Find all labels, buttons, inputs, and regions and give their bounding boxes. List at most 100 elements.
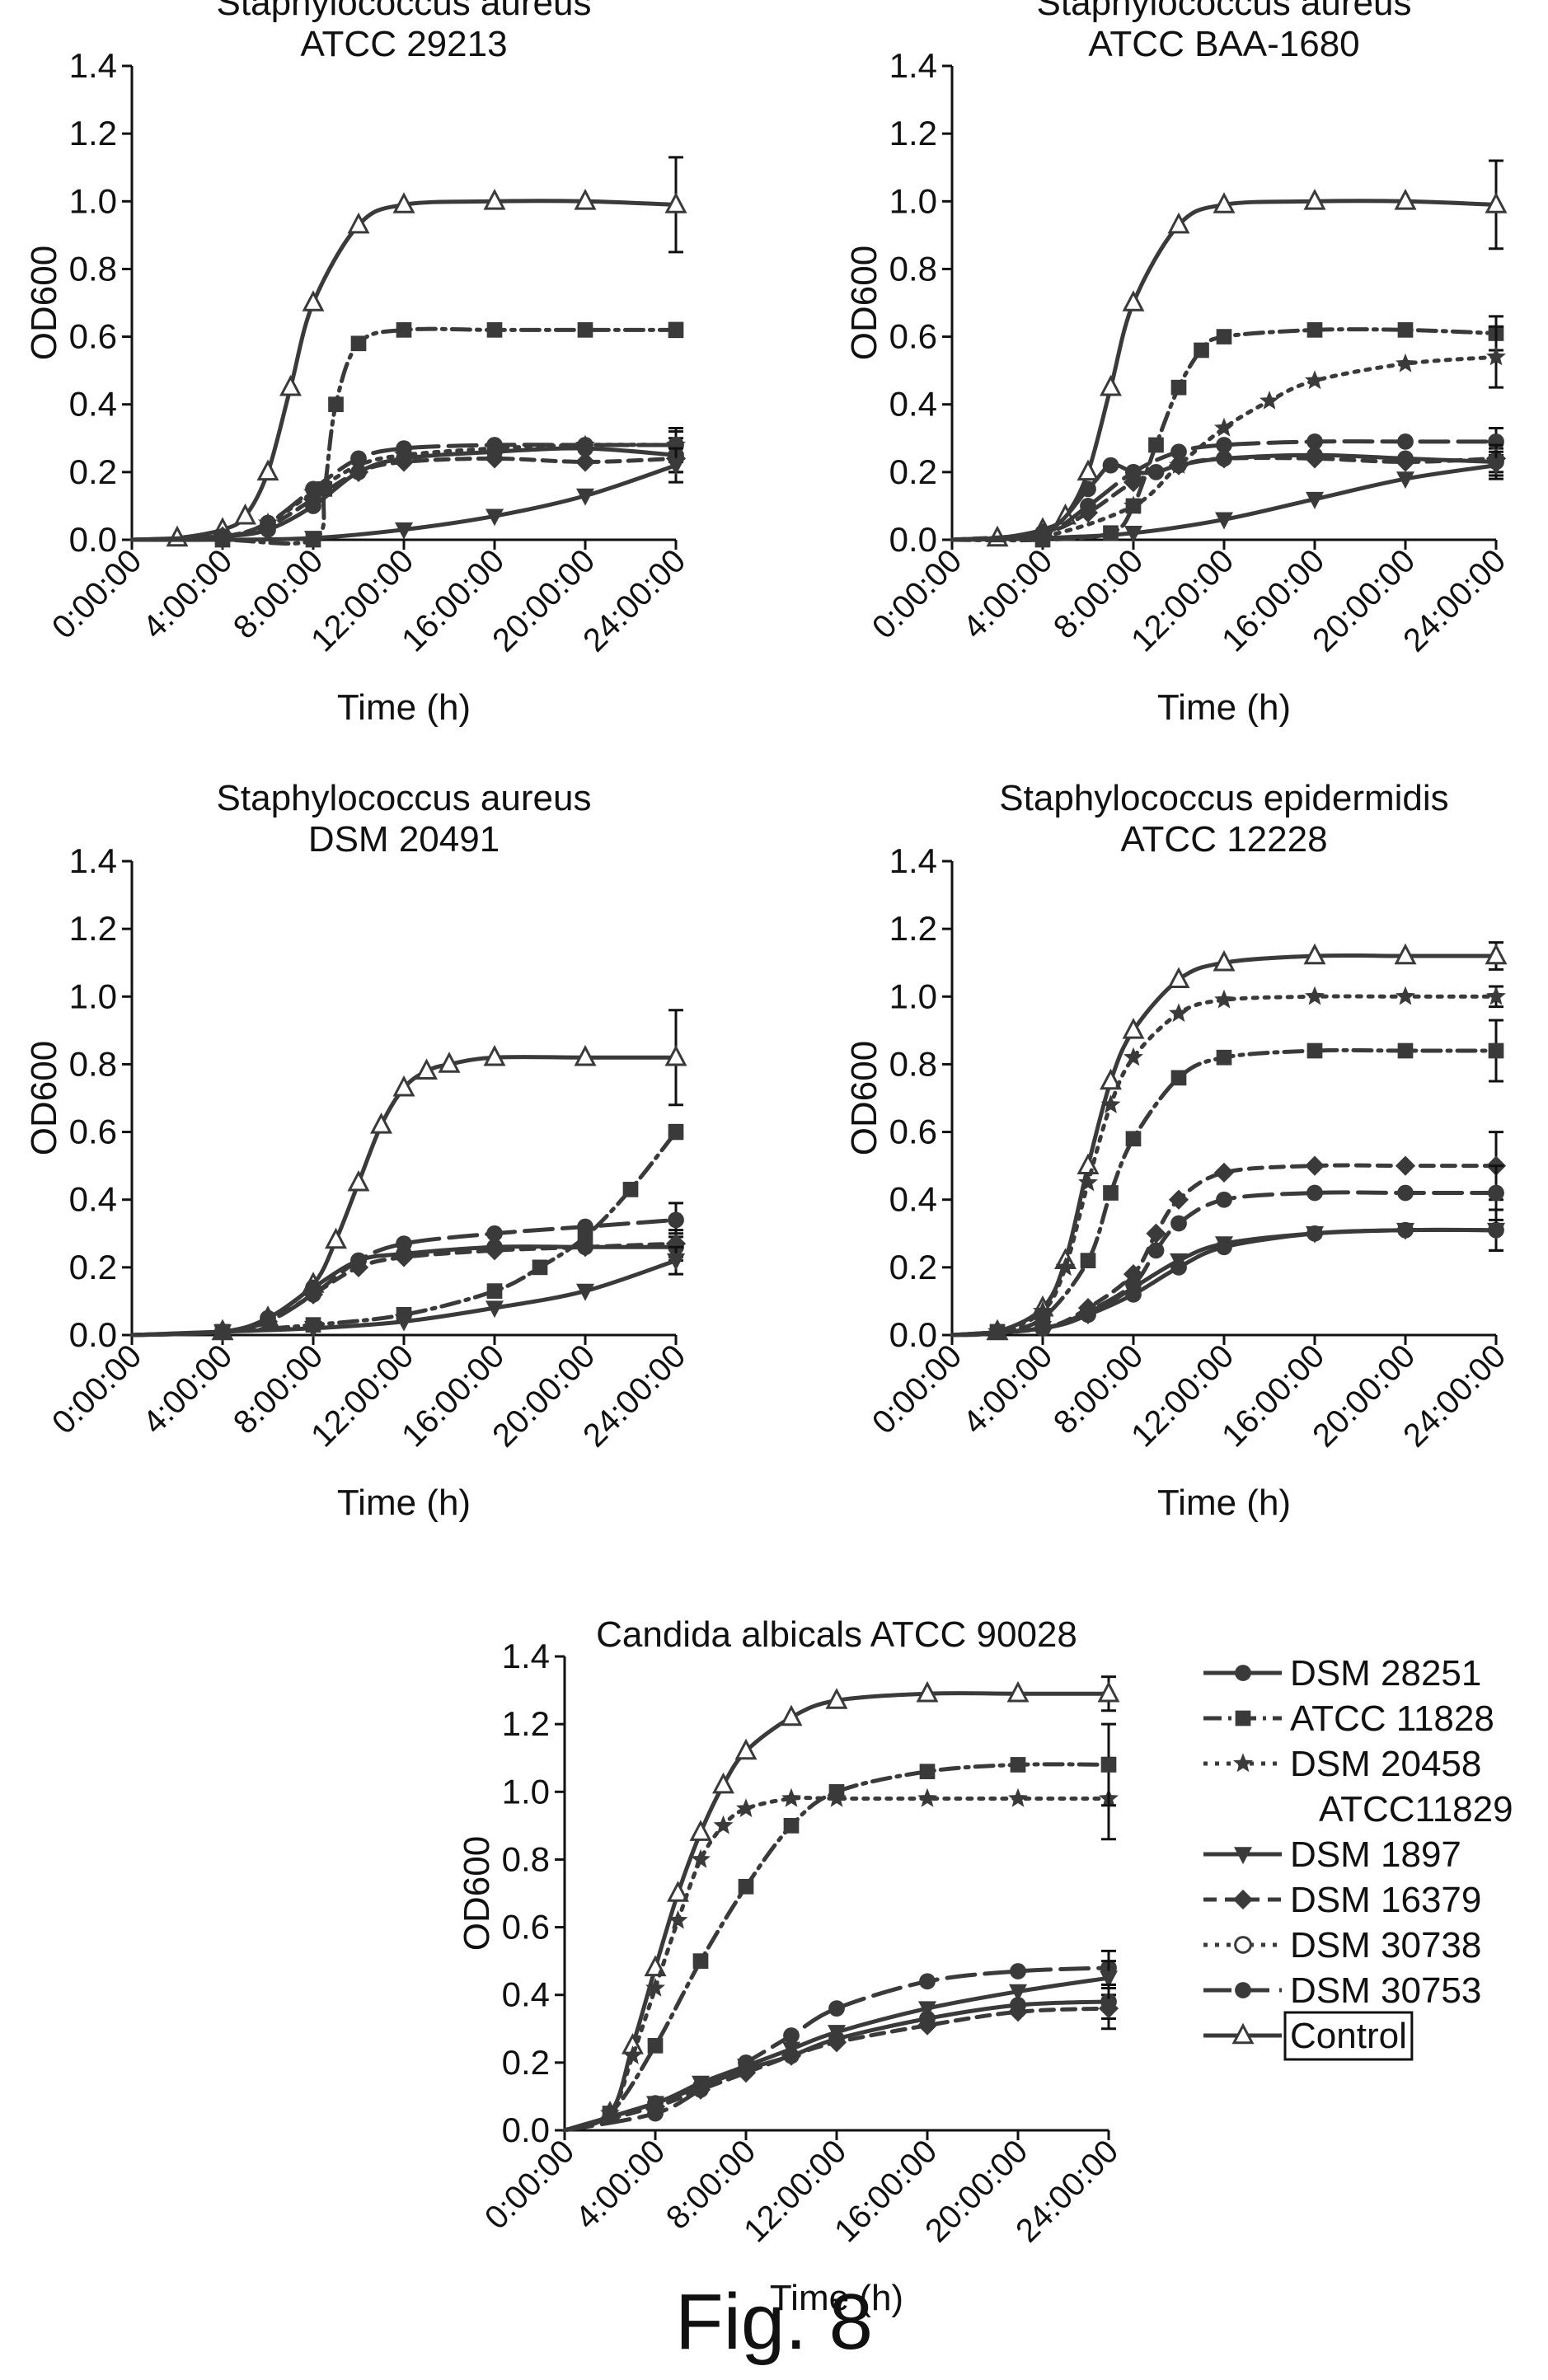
data-point [279, 374, 302, 396]
data-point [304, 1320, 322, 1338]
x-axis-label: Time (h) [337, 1483, 471, 1523]
series-dsm-30753 [950, 426, 1504, 542]
y-tick-label: 0.4 [889, 1180, 937, 1219]
data-point [1397, 1042, 1414, 1059]
data-point [257, 1311, 279, 1332]
figure-caption: Fig. 8 [675, 2278, 873, 2366]
data-point [917, 2015, 938, 2036]
data-point [1009, 1984, 1027, 2002]
data-point [780, 1704, 803, 1726]
legend-marker [1234, 1936, 1252, 1954]
data-point [1396, 471, 1414, 490]
data-point [668, 322, 684, 338]
data-point [667, 457, 685, 476]
data-point [486, 322, 503, 338]
y-tick-label: 0.6 [502, 1908, 550, 1947]
data-point [1167, 967, 1190, 989]
x-axis-label: Time (h) [770, 2278, 903, 2318]
data-point [1034, 1320, 1052, 1338]
chart-title: DSM 20491 [308, 819, 500, 860]
data-point [1123, 1047, 1143, 1066]
data-point [234, 503, 256, 525]
series-line [562, 2006, 1111, 2133]
chart-panel: Candida albicals ATCC 90028 0.0 0.2 0.4 0.6 0… [457, 1614, 1125, 2318]
series-line [129, 199, 678, 542]
series-line [950, 354, 1499, 542]
data-point [712, 1772, 734, 1794]
data-point [260, 514, 276, 532]
legend-item: DSM 1897 [1203, 1834, 1461, 1875]
data-point [690, 2079, 711, 2100]
data-point [396, 440, 412, 457]
y-tick-label: 1.0 [889, 181, 937, 220]
data-point [1487, 457, 1505, 476]
y-tick-label: 1.4 [502, 1637, 550, 1675]
y-tick-label: 1.2 [502, 1704, 550, 1743]
series-control [129, 1009, 687, 1341]
legend-marker [1232, 1889, 1254, 1910]
x-tick-label: 4:00:00 [956, 1338, 1059, 1441]
y-axis-label: OD600 [844, 246, 884, 360]
data-point [919, 1764, 936, 1779]
legend-label: DSM 20458 [1290, 1744, 1481, 1784]
legend-item: ATCC11829 [1319, 1789, 1513, 1830]
data-point [735, 2063, 757, 2083]
data-point [1078, 1172, 1098, 1192]
data-point [303, 489, 324, 509]
y-tick-label: 0.0 [889, 520, 937, 559]
data-point [1100, 1068, 1122, 1090]
y-tick-label: 0.4 [69, 1180, 117, 1219]
data-point [1396, 986, 1415, 1005]
data-point [350, 450, 367, 467]
x-tick-label: 4:00:00 [956, 542, 1059, 645]
data-point [1213, 1162, 1235, 1183]
data-point [734, 1738, 758, 1760]
series-dsm-20458 [562, 1756, 1119, 2133]
data-point [213, 1324, 232, 1342]
series-control [950, 159, 1508, 547]
x-tick-label: 4:00:00 [569, 2133, 672, 2236]
data-point [1100, 1757, 1117, 1773]
data-point [1055, 1257, 1076, 1277]
data-point [1122, 1018, 1145, 1039]
data-point [483, 1044, 506, 1066]
y-tick-label: 0.4 [69, 385, 117, 424]
y-tick-label: 1.4 [889, 841, 937, 880]
data-point [668, 1909, 688, 1929]
data-point [1305, 370, 1325, 390]
data-point [689, 1820, 712, 1841]
y-tick-label: 0.6 [889, 1113, 937, 1151]
data-point [781, 2045, 802, 2066]
data-point [1103, 1185, 1119, 1201]
data-point [1306, 1042, 1323, 1059]
legend-item: Control [1203, 2011, 1414, 2061]
data-point [1485, 943, 1508, 965]
data-point [1097, 1680, 1120, 1703]
data-point [328, 396, 344, 413]
data-point [1170, 1253, 1188, 1271]
data-point [1147, 1242, 1165, 1259]
series-line [950, 199, 1499, 542]
data-point [647, 2037, 664, 2054]
data-point [1303, 188, 1326, 210]
data-point [1194, 342, 1209, 358]
legend-label: DSM 28251 [1290, 1653, 1481, 1694]
data-point [692, 1953, 709, 1969]
series-dsm-16379 [562, 1987, 1119, 2133]
legend-marker [1231, 2022, 1255, 2045]
data-point [1100, 1970, 1118, 1989]
data-point [664, 1044, 687, 1066]
data-point [576, 1283, 594, 1301]
chart-title: Staphylococcus aureus [217, 0, 592, 23]
y-tick-label: 0.0 [889, 1315, 937, 1354]
data-point [738, 1878, 754, 1895]
y-tick-label: 0.6 [889, 317, 937, 356]
data-point [1123, 495, 1143, 515]
y-tick-label: 1.0 [69, 977, 117, 1015]
data-point [438, 1052, 461, 1073]
data-point [783, 2027, 800, 2044]
data-point [1306, 433, 1323, 450]
